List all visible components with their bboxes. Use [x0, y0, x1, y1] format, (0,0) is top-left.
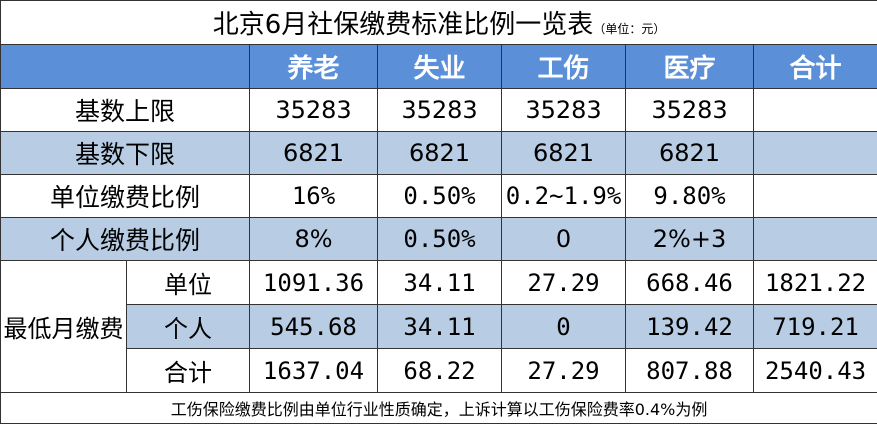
table-cell: 6821 — [249, 131, 378, 175]
header-pension: 养老 — [249, 44, 378, 89]
table-cell: 35283 — [249, 88, 378, 132]
table-cell: 27.29 — [501, 260, 626, 305]
row-label: 基数上限 — [0, 88, 250, 132]
table-cell: 35283 — [625, 88, 754, 132]
table-cell: 0 — [501, 217, 626, 261]
header-blank — [0, 44, 250, 89]
table-row: 合计 1637.04 68.22 27.29 807.88 2540.43 — [1, 348, 877, 393]
table-cell — [752, 131, 877, 175]
min-monthly-label: 最低月缴费 — [0, 260, 127, 393]
row-label: 个人 — [126, 304, 250, 349]
table-cell: 6821 — [377, 131, 502, 175]
table-cell: 9.80% — [625, 174, 754, 218]
table-cell — [752, 217, 877, 261]
table-cell — [752, 88, 877, 132]
row-label: 基数下限 — [0, 131, 250, 175]
table-cell: 1091.36 — [249, 260, 378, 305]
table-cell: 16% — [249, 174, 378, 218]
table-cell: 719.21 — [752, 304, 877, 349]
table-row: 个人 545.68 34.11 0 139.42 719.21 — [1, 304, 877, 349]
table-cell: 545.68 — [249, 304, 378, 349]
table-row: 最低月缴费 单位 1091.36 34.11 27.29 668.46 1821… — [0, 260, 877, 393]
table-row: 基数上限 35283 35283 35283 35283 — [0, 88, 877, 132]
header-unemployment: 失业 — [377, 44, 502, 89]
table-row: 单位缴费比例 16% 0.50% 0.2~1.9% 9.80% — [0, 174, 877, 218]
table-cell: 68.22 — [377, 348, 502, 393]
header-row: 养老 失业 工伤 医疗 合计 — [0, 44, 877, 89]
row-label: 个人缴费比例 — [0, 217, 250, 261]
table-cell: 0.2~1.9% — [501, 174, 626, 218]
table-cell: 8% — [249, 217, 378, 261]
row-label: 合计 — [126, 348, 250, 393]
table-title-cell: 北京6月社保缴费标准比例一览表（单位：元） — [0, 0, 877, 45]
table-row: 个人缴费比例 8% 0.50% 0 2%+3 — [0, 217, 877, 261]
table-cell: 0.50% — [377, 217, 502, 261]
row-label: 单位 — [126, 260, 250, 305]
table-cell: 34.11 — [377, 260, 502, 305]
table-cell: 0 — [501, 304, 626, 349]
table-cell — [752, 174, 877, 218]
footer-note: 工伤保险缴费比例由单位行业性质确定，上诉计算以工伤保险费率0.4%为例 — [0, 392, 877, 424]
table-cell: 27.29 — [501, 348, 626, 393]
page-title: 北京6月社保缴费标准比例一览表 — [212, 10, 594, 40]
table-cell: 35283 — [501, 88, 626, 132]
table-cell: 1821.22 — [752, 260, 877, 305]
row-label: 单位缴费比例 — [0, 174, 250, 218]
table-cell: 34.11 — [377, 304, 502, 349]
header-medical: 医疗 — [625, 44, 754, 89]
header-total: 合计 — [752, 44, 877, 89]
table-cell: 0.50% — [377, 174, 502, 218]
table-cell: 35283 — [377, 88, 502, 132]
table-cell: 2%+3 — [625, 217, 754, 261]
table-cell: 6821 — [625, 131, 754, 175]
table-cell: 668.46 — [625, 260, 754, 305]
table-cell: 139.42 — [625, 304, 754, 349]
table-cell: 1637.04 — [249, 348, 378, 393]
table-cell: 807.88 — [625, 348, 754, 393]
header-injury: 工伤 — [501, 44, 626, 89]
unit-note: （单位：元） — [593, 22, 666, 36]
table-row: 基数下限 6821 6821 6821 6821 — [0, 131, 877, 175]
table-cell: 2540.43 — [752, 348, 877, 393]
table-cell: 6821 — [501, 131, 626, 175]
